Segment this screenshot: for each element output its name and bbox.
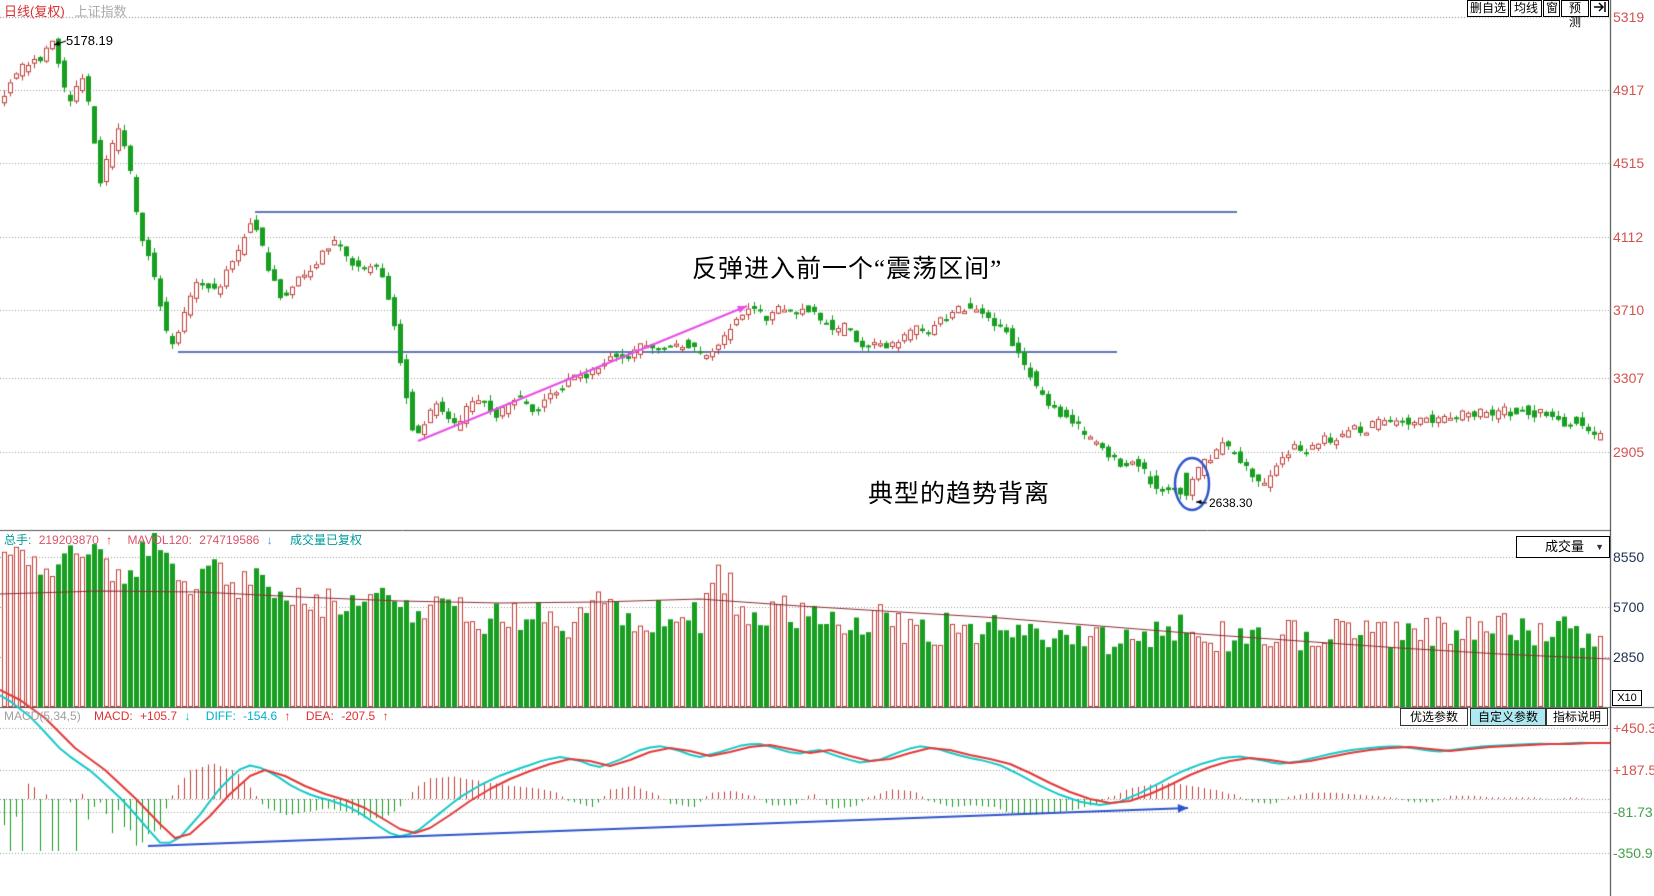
price-tick-label: 5319 <box>1613 9 1645 25</box>
volume-tick-label: 5700 <box>1613 599 1645 615</box>
volume-type-selected: 成交量 <box>1545 539 1585 554</box>
volume-tick-label: 8550 <box>1613 549 1645 565</box>
price-tick-label: 4515 <box>1613 155 1645 171</box>
volume-tick-label: 2850 <box>1613 649 1645 665</box>
macd-param-button-3[interactable]: 指标说明 <box>1546 708 1608 726</box>
trough-price-label: 2638.30 <box>1209 496 1253 510</box>
mavol-down-arrow-icon: ↓ <box>266 533 273 547</box>
collapse-panel-icon[interactable] <box>1590 0 1609 17</box>
zongshou-label: 总手: <box>4 533 32 547</box>
macd-value: +105.7 <box>140 709 178 723</box>
arrow-to-bar-icon <box>1594 2 1606 12</box>
volume-adjusted-label: 成交量已复权 <box>290 533 363 547</box>
diff-value: -154.6 <box>243 709 278 723</box>
mavol-label: MAVOL120: <box>127 533 192 547</box>
volume-header: 总手: 219203870 ↑ MAVOL120: 274719586 ↓ 成交… <box>4 531 366 548</box>
chevron-down-icon: ▼ <box>1595 542 1604 552</box>
toolbar-button-1[interactable]: 删自选 <box>1467 0 1509 17</box>
diff-label: DIFF: <box>205 709 236 723</box>
dea-up-arrow-icon: ↑ <box>382 709 389 723</box>
chart-title: 日线(复权) 上证指数 <box>4 1 127 20</box>
zongshou-up-arrow-icon: ↑ <box>106 533 113 547</box>
macd-tick-label: +450.3 <box>1613 720 1654 736</box>
dea-value: -207.5 <box>341 709 376 723</box>
macd-param-button-2[interactable]: 自定义参数 <box>1470 708 1546 726</box>
mavol-value: 274719586 <box>199 533 260 547</box>
volume-type-dropdown[interactable]: 成交量 ▼ <box>1516 536 1610 558</box>
macd-param-button-1[interactable]: 优选参数 <box>1400 708 1468 726</box>
price-tick-label: 2905 <box>1613 444 1645 460</box>
period-label: 日线(复权) <box>4 4 65 19</box>
annotation-divergence-note: 典型的趋势背离 <box>868 481 1051 508</box>
symbol-label: 上证指数 <box>74 4 127 19</box>
price-tick-label: 4917 <box>1613 82 1645 98</box>
toolbar-button-4[interactable]: 预测 <box>1561 0 1589 29</box>
annotation-rebound-note: 反弹进入前一个“震荡区间” <box>692 256 1003 283</box>
volume-scale-badge[interactable]: X10 <box>1612 690 1642 706</box>
toolbar-button-2[interactable]: 均线 <box>1510 0 1542 17</box>
macd-down-arrow-icon: ↓ <box>184 709 191 723</box>
macd-label: MACD: <box>94 709 133 723</box>
peak-price-label: 5178.19 <box>66 33 113 48</box>
price-tick-label: 4112 <box>1613 229 1644 245</box>
macd-tick-label: +187.5 <box>1613 762 1654 778</box>
price-tick-label: 3307 <box>1613 370 1645 386</box>
diff-up-arrow-icon: ↑ <box>284 709 291 723</box>
dea-label: DEA: <box>305 709 334 723</box>
zongshou-value: 219203870 <box>38 533 99 547</box>
toolbar-button-3[interactable]: 窗 <box>1543 0 1560 17</box>
macd-tick-label: -81.73 <box>1613 804 1653 820</box>
macd-tick-label: -350.9 <box>1613 845 1653 861</box>
macd-params-label: MACD(5,34,5) <box>4 709 81 723</box>
macd-header: MACD(5,34,5) MACD: +105.7 ↓ DIFF: -154.6… <box>4 709 393 723</box>
price-tick-label: 3710 <box>1613 302 1645 318</box>
